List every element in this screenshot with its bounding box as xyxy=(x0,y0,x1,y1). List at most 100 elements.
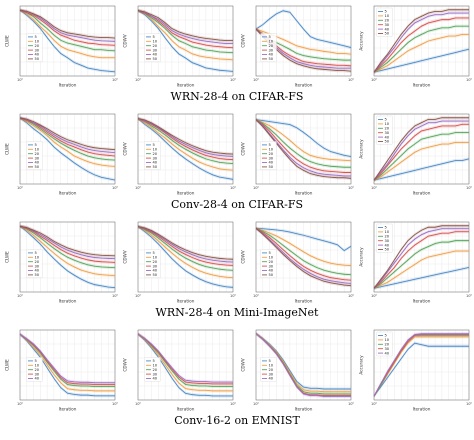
legend-label: 40 xyxy=(269,269,274,273)
legend-label: 40 xyxy=(269,53,274,57)
chart-panel: 10⁰ 10⁵ Iteration CDWV 5 10 20 30 40 50 xyxy=(122,110,237,196)
series-line xyxy=(137,10,234,54)
x-tick-label: 10⁰ xyxy=(253,294,260,298)
legend-label: 50 xyxy=(153,273,158,277)
series-line xyxy=(137,10,234,72)
x-tick-label: 10⁰ xyxy=(17,294,24,298)
series-line xyxy=(19,9,116,39)
x-axis-label: Iteration xyxy=(295,83,313,88)
legend-label: 30 xyxy=(269,372,274,376)
series-line xyxy=(373,132,469,181)
series-line xyxy=(137,118,234,157)
legend-label: 30 xyxy=(35,156,40,160)
x-axis-label: Iteration xyxy=(59,407,77,412)
legend-label: 5 xyxy=(269,359,271,363)
legend-label: 20 xyxy=(153,368,158,372)
x-axis-label: Iteration xyxy=(59,299,77,304)
series-line xyxy=(373,120,469,181)
x-tick-label: 10⁰ xyxy=(135,402,142,406)
series-line xyxy=(373,25,469,73)
x-tick-label: 10⁰ xyxy=(135,78,142,82)
plot-frame xyxy=(137,221,234,293)
legend-label: 50 xyxy=(35,165,40,169)
series-band xyxy=(20,8,115,60)
plot-frame xyxy=(19,329,116,401)
y-axis-label: CDWV xyxy=(241,250,246,263)
legend-label: 10 xyxy=(269,256,274,260)
x-tick-label: 10⁵ xyxy=(112,294,119,298)
legend-label: 5 xyxy=(385,226,387,230)
series-line xyxy=(19,225,116,277)
series-line xyxy=(19,333,115,392)
legend-label: 30 xyxy=(385,347,390,351)
legend-label: 20 xyxy=(35,44,40,48)
x-tick-label: 10⁵ xyxy=(112,402,119,406)
caption-row-1: WRN-28-4 on CIFAR-FS xyxy=(170,90,304,103)
series-line xyxy=(19,9,116,52)
chart-panel: 10⁰ 10⁵ Iteration Accuracy 5 10 20 30 40 50 xyxy=(358,218,473,304)
series-line xyxy=(255,119,351,177)
y-axis-label: CDWV xyxy=(241,142,246,155)
series-line xyxy=(19,225,116,269)
legend-box xyxy=(144,357,161,382)
series-line xyxy=(19,9,116,46)
series-line xyxy=(137,118,234,164)
legend-label: 30 xyxy=(153,372,158,376)
legend-label: 10 xyxy=(269,364,274,368)
x-tick-label: 10⁰ xyxy=(17,78,24,82)
series-band xyxy=(256,118,351,175)
legend-label: 10 xyxy=(35,148,40,152)
x-axis-label: Iteration xyxy=(177,191,195,196)
series-line xyxy=(137,333,233,387)
legend-label: 5 xyxy=(35,35,37,39)
legend-label: 10 xyxy=(269,40,274,44)
y-axis-label: CLWE xyxy=(5,35,10,47)
series-line xyxy=(373,48,470,73)
x-tick-label: 10⁵ xyxy=(230,78,237,82)
series-line xyxy=(137,333,233,392)
chart-panel: 10⁰ 10⁵ Iteration CLWE 5 10 20 30 40 50 xyxy=(4,218,119,304)
x-tick-label: 10⁵ xyxy=(112,186,119,190)
x-tick-label: 10⁵ xyxy=(230,402,237,406)
series-band xyxy=(20,224,115,258)
x-tick-label: 10⁰ xyxy=(371,186,378,190)
legend-label: 20 xyxy=(269,152,274,156)
x-tick-label: 10⁰ xyxy=(17,186,24,190)
plot-frame xyxy=(373,329,470,401)
x-axis-label: Iteration xyxy=(177,83,195,88)
series-line xyxy=(19,225,116,289)
plot-frame xyxy=(19,221,116,293)
legend-label: 20 xyxy=(385,127,390,131)
series-line xyxy=(19,117,116,151)
legend-label: 40 xyxy=(153,377,158,381)
series-line xyxy=(137,333,233,383)
chart-panel: 10⁰ 10⁵ Iteration Accuracy 5 10 20 30 40 50 xyxy=(358,110,473,196)
x-tick-label: 10⁵ xyxy=(466,402,473,406)
legend-label: 10 xyxy=(385,338,390,342)
chart-panel: 10⁰ 10⁵ Iteration Accuracy 5 10 20 30 40 50 xyxy=(358,2,473,88)
legend-label: 50 xyxy=(153,57,158,61)
series-line xyxy=(137,10,234,49)
legend-label: 20 xyxy=(269,44,274,48)
x-axis-label: Iteration xyxy=(295,299,313,304)
legend-label: 40 xyxy=(35,161,40,165)
series-line xyxy=(19,333,115,397)
series-band xyxy=(374,335,469,398)
series-line xyxy=(137,10,234,61)
series-line xyxy=(373,12,469,73)
chart-panel: 10⁰ 10⁵ Iteration CDWV 5 10 20 30 40 50 xyxy=(122,2,237,88)
series-line xyxy=(19,117,116,167)
series-band xyxy=(20,8,115,40)
legend-label: 5 xyxy=(153,359,155,363)
series-band xyxy=(374,230,469,290)
plot-frame xyxy=(255,329,352,401)
y-axis-label: CLWE xyxy=(5,143,10,155)
series-line xyxy=(255,227,352,276)
legend-label: 30 xyxy=(269,156,274,160)
chart-panel: 10⁰ 10⁵ Iteration CLWE 5 10 20 30 40 50 xyxy=(4,2,119,88)
y-axis-label: CDWV xyxy=(123,358,128,371)
